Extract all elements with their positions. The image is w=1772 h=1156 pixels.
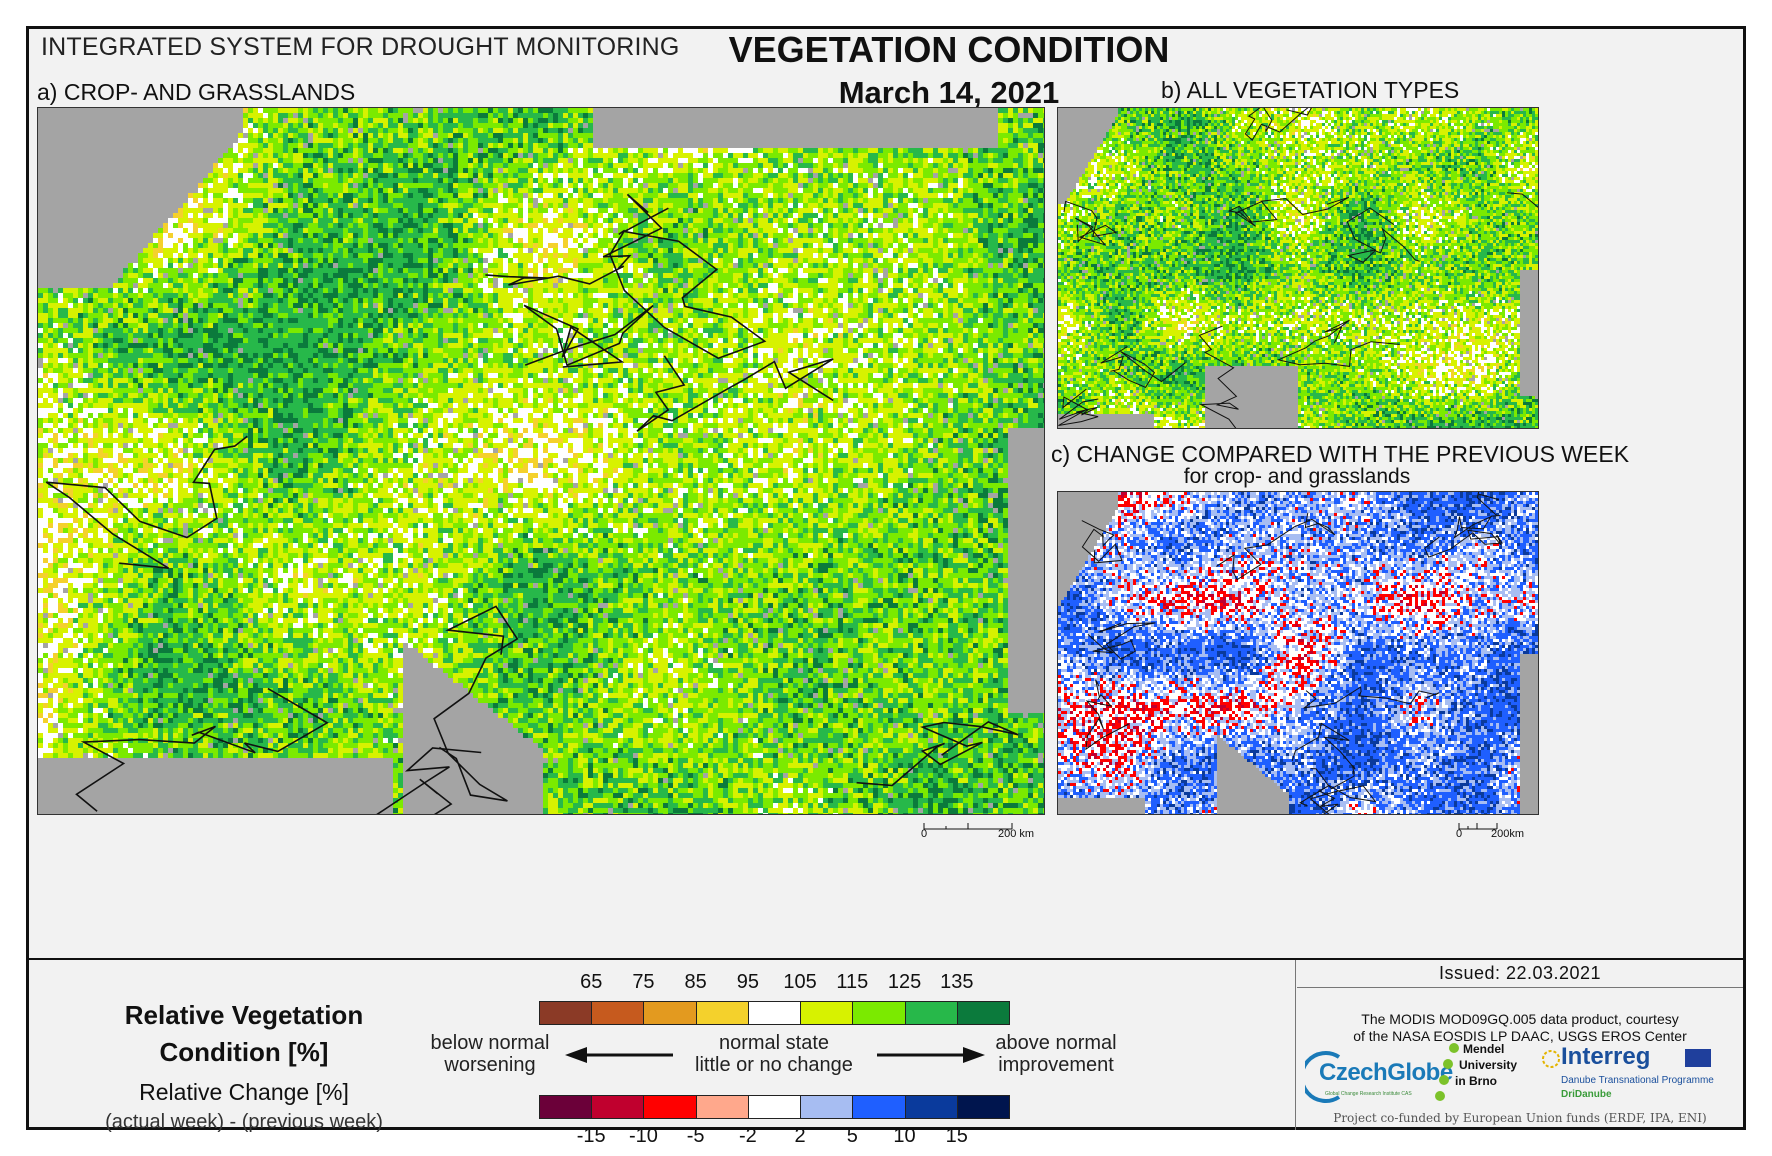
czechglobe-logo: CzechGlobe Global Change Research Instit…	[1305, 1049, 1455, 1105]
map-all-vegetation	[1057, 107, 1539, 429]
rvcTicks-label: 105	[775, 971, 825, 994]
rvcBar-swatch	[748, 1001, 801, 1025]
data-credit: The MODIS MOD09GQ.005 data product, cour…	[1297, 1011, 1743, 1045]
panel-a-label: a) CROP- AND GRASSLANDS	[37, 79, 355, 106]
rvcTicks-label: 95	[723, 971, 773, 994]
chgTicks-label: 15	[932, 1125, 982, 1148]
rvcBar-swatch	[696, 1001, 749, 1025]
legend-divider	[29, 958, 1743, 960]
chgBar-swatch	[852, 1095, 905, 1119]
chgTicks-label: -2	[723, 1125, 773, 1148]
czechglobe-text: CzechGlobe	[1319, 1059, 1453, 1087]
rvcBar-swatch	[957, 1001, 1010, 1025]
chgTicks-label: -5	[671, 1125, 721, 1148]
chgBar-swatch	[957, 1095, 1010, 1119]
chgTicks-label: -15	[566, 1125, 616, 1148]
rvcBar-swatch	[852, 1001, 905, 1025]
interreg-subtext1: Danube Transnational Programme	[1561, 1075, 1714, 1086]
desc-right-line2: improvement	[983, 1054, 1129, 1076]
map-crop-grasslands	[37, 107, 1045, 815]
scale-bar-c: 0 200km	[1457, 819, 1547, 839]
rvcTicks-label: 115	[827, 971, 877, 994]
mendel-dot-icon	[1443, 1059, 1453, 1069]
interreg-logo: Interreg Danube Transnational Programme …	[1539, 1043, 1739, 1109]
issued-date: Issued: 22.03.2021	[1297, 963, 1743, 984]
info-divider	[1295, 960, 1296, 1130]
panel-c-sublabel: for crop- and grasslands	[1057, 465, 1537, 489]
chgBar-swatch	[800, 1095, 853, 1119]
eu-flag-icon	[1685, 1049, 1711, 1067]
figure-frame: INTEGRATED SYSTEM FOR DROUGHT MONITORING…	[26, 26, 1746, 1130]
interreg-star-icon	[1539, 1047, 1563, 1071]
desc-right-line1: above normal	[983, 1032, 1129, 1054]
scale-c-end: 200km	[1491, 828, 1524, 840]
change-colorbar	[539, 1095, 1009, 1121]
info-divider-h	[1297, 987, 1743, 988]
rvcBar-swatch	[905, 1001, 958, 1025]
date-title: March 14, 2021	[689, 75, 1209, 111]
chgTicks-label: 5	[827, 1125, 877, 1148]
rvcBar-swatch	[539, 1001, 592, 1025]
rvc-legend-title: Relative Vegetation Condition [%]	[89, 997, 399, 1071]
chgBar-swatch	[539, 1095, 592, 1119]
mendel-logo: Mendel University in Brno	[1449, 1041, 1539, 1111]
panel-b-label: b) ALL VEGETATION TYPES	[1161, 77, 1459, 104]
arrow-right-icon	[875, 1045, 985, 1065]
rvcTicks-label: 75	[618, 971, 668, 994]
mendel-line3: in Brno	[1455, 1073, 1497, 1089]
desc-left-line2: worsening	[417, 1054, 563, 1076]
system-title: INTEGRATED SYSTEM FOR DROUGHT MONITORING	[41, 33, 680, 62]
change-tick-labels: -15 -10 -5 -2 2 5 10 15	[539, 1125, 1009, 1149]
interreg-text: Interreg	[1561, 1043, 1650, 1071]
rvc-tick-labels: 65 75 85 95 105 115 125 135	[539, 971, 1009, 995]
scale-bar-a: 0 200 km	[922, 819, 1040, 839]
mendel-dot-icon	[1449, 1043, 1459, 1053]
chgTicks-label: 10	[880, 1125, 930, 1148]
rvcBar-swatch	[591, 1001, 644, 1025]
change-legend-formula: (actual week) - (previous week)	[89, 1111, 399, 1134]
rvcBar-swatch	[800, 1001, 853, 1025]
arrow-left-icon	[565, 1045, 675, 1065]
mendel-line1: Mendel	[1463, 1041, 1504, 1057]
mendel-line2: University	[1459, 1057, 1517, 1073]
chgBar-swatch	[905, 1095, 958, 1119]
rvc-colorbar	[539, 1001, 1009, 1027]
chgTicks-label: -10	[618, 1125, 668, 1148]
rvcTicks-label: 135	[932, 971, 982, 994]
chgBar-swatch	[748, 1095, 801, 1119]
rvcTicks-label: 125	[880, 971, 930, 994]
main-title: VEGETATION CONDITION	[689, 29, 1209, 71]
scale-c-zero: 0	[1456, 828, 1462, 840]
map-weekly-change	[1057, 491, 1539, 815]
mendel-dot-icon	[1439, 1075, 1449, 1085]
rvc-title-line1: Relative Vegetation	[89, 997, 399, 1034]
rvcTicks-label: 65	[566, 971, 616, 994]
chgBar-swatch	[696, 1095, 749, 1119]
czechglobe-subtext: Global Change Research Institute CAS	[1325, 1091, 1412, 1097]
change-legend-title: Relative Change [%]	[89, 1079, 399, 1106]
mendel-dot-icon	[1435, 1091, 1445, 1101]
interreg-subtext2: DriDanube	[1561, 1089, 1612, 1100]
rvcTicks-label: 85	[671, 971, 721, 994]
chgBar-swatch	[643, 1095, 696, 1119]
desc-above-normal: above normal improvement	[983, 1032, 1129, 1076]
chgBar-swatch	[591, 1095, 644, 1119]
rvc-title-line2: Condition [%]	[89, 1034, 399, 1071]
desc-left-line1: below normal	[417, 1032, 563, 1054]
funding-note: Project co-funded by European Union fund…	[1297, 1111, 1743, 1125]
panel-c-label: c) CHANGE COMPARED WITH THE PREVIOUS WEE…	[1051, 441, 1629, 468]
credit-line1: The MODIS MOD09GQ.005 data product, cour…	[1297, 1011, 1743, 1028]
desc-center-line1: normal state	[669, 1032, 879, 1054]
chgTicks-label: 2	[775, 1125, 825, 1148]
scale-a-zero: 0	[921, 828, 927, 840]
scale-a-end: 200 km	[998, 828, 1034, 840]
rvcBar-swatch	[643, 1001, 696, 1025]
desc-below-normal: below normal worsening	[417, 1032, 563, 1076]
desc-normal-state: normal state little or no change	[669, 1032, 879, 1076]
desc-center-line2: little or no change	[669, 1054, 879, 1076]
